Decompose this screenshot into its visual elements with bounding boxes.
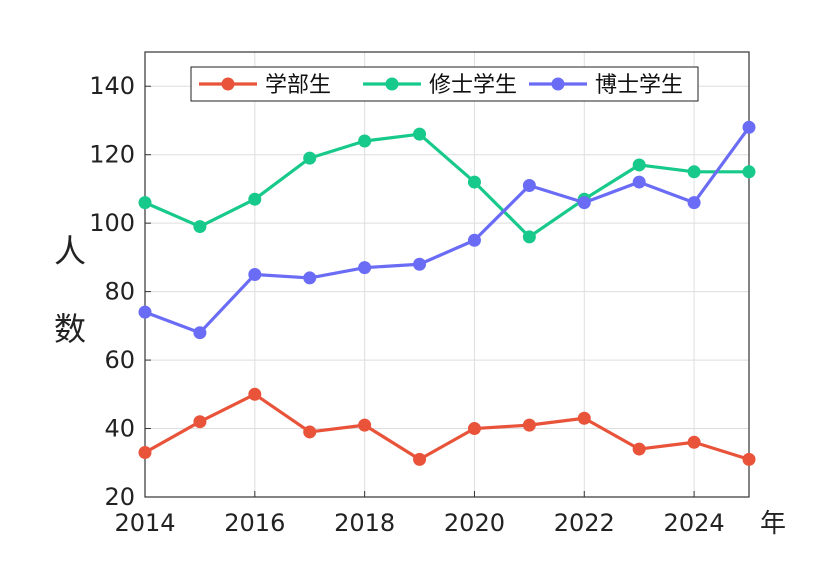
y-tick-label: 80 <box>104 278 135 306</box>
data-point <box>577 411 591 425</box>
data-point <box>687 435 701 449</box>
legend-label: 修士学生 <box>429 73 517 98</box>
series-3 <box>138 120 756 340</box>
x-tick-label: 2018 <box>334 509 395 537</box>
data-point <box>358 261 372 275</box>
grid <box>144 52 749 498</box>
legend-label: 学部生 <box>265 73 331 98</box>
series-group <box>138 120 756 466</box>
data-point <box>522 418 536 432</box>
x-tick-label: 2014 <box>114 509 175 537</box>
y-axis-ticks: 20 40 60 80 100 120 140 <box>89 72 151 511</box>
y-tick-label: 120 <box>89 141 135 169</box>
data-point <box>467 422 481 436</box>
data-point <box>358 134 372 148</box>
y-axis-label-char-1: 人 <box>54 232 86 270</box>
legend-marker <box>551 77 565 91</box>
data-point <box>303 425 317 439</box>
data-point <box>413 452 427 466</box>
data-point <box>522 230 536 244</box>
data-point <box>687 196 701 210</box>
y-tick-label: 100 <box>89 209 135 237</box>
data-point <box>632 175 646 189</box>
data-point <box>303 271 317 285</box>
data-point <box>358 418 372 432</box>
x-axis-unit-label: 年 <box>760 509 786 539</box>
y-tick-label: 140 <box>89 72 135 100</box>
y-tick-label: 40 <box>104 415 135 443</box>
y-axis-label-char-2: 数 <box>54 310 86 348</box>
data-point <box>413 257 427 271</box>
data-point <box>193 220 207 234</box>
data-point <box>522 179 536 192</box>
data-point <box>138 196 152 210</box>
data-point <box>632 158 646 172</box>
legend: 学部生 修士学生 博士学生 <box>190 66 699 102</box>
x-tick-label: 2022 <box>554 509 615 537</box>
y-tick-label: 20 <box>104 483 135 511</box>
legend-entry: 博士学生 <box>529 73 683 98</box>
x-tick-label: 2020 <box>444 509 505 537</box>
legend-marker <box>385 77 399 91</box>
x-tick-label: 2016 <box>224 509 285 537</box>
data-point <box>193 326 207 340</box>
data-point <box>193 415 207 429</box>
data-point <box>303 151 317 165</box>
plot-frame <box>144 51 750 498</box>
legend-marker <box>221 77 235 91</box>
x-tick-label: 2024 <box>664 509 725 537</box>
data-point <box>687 165 701 179</box>
data-point <box>632 442 646 456</box>
data-point <box>138 446 152 459</box>
data-point <box>742 165 756 179</box>
data-point <box>467 233 481 247</box>
data-point <box>248 387 262 401</box>
x-axis-ticks: 2014 2016 2018 2020 2022 2024 <box>114 491 725 537</box>
legend-entry: 学部生 <box>199 73 331 98</box>
legend-entry: 修士学生 <box>363 73 517 98</box>
series-line <box>144 392 750 461</box>
data-point <box>248 192 262 206</box>
data-point <box>742 452 756 466</box>
data-point <box>413 127 427 141</box>
series-2 <box>138 127 756 244</box>
legend-label: 博士学生 <box>595 73 683 98</box>
data-point <box>742 120 756 134</box>
series-line <box>144 132 749 239</box>
data-point <box>248 268 262 281</box>
series-line <box>144 126 751 335</box>
data-point <box>577 196 591 210</box>
legend-box <box>190 66 699 102</box>
data-point <box>467 175 481 189</box>
series-1 <box>138 387 756 466</box>
data-point <box>138 305 152 319</box>
y-tick-label: 60 <box>104 346 135 374</box>
